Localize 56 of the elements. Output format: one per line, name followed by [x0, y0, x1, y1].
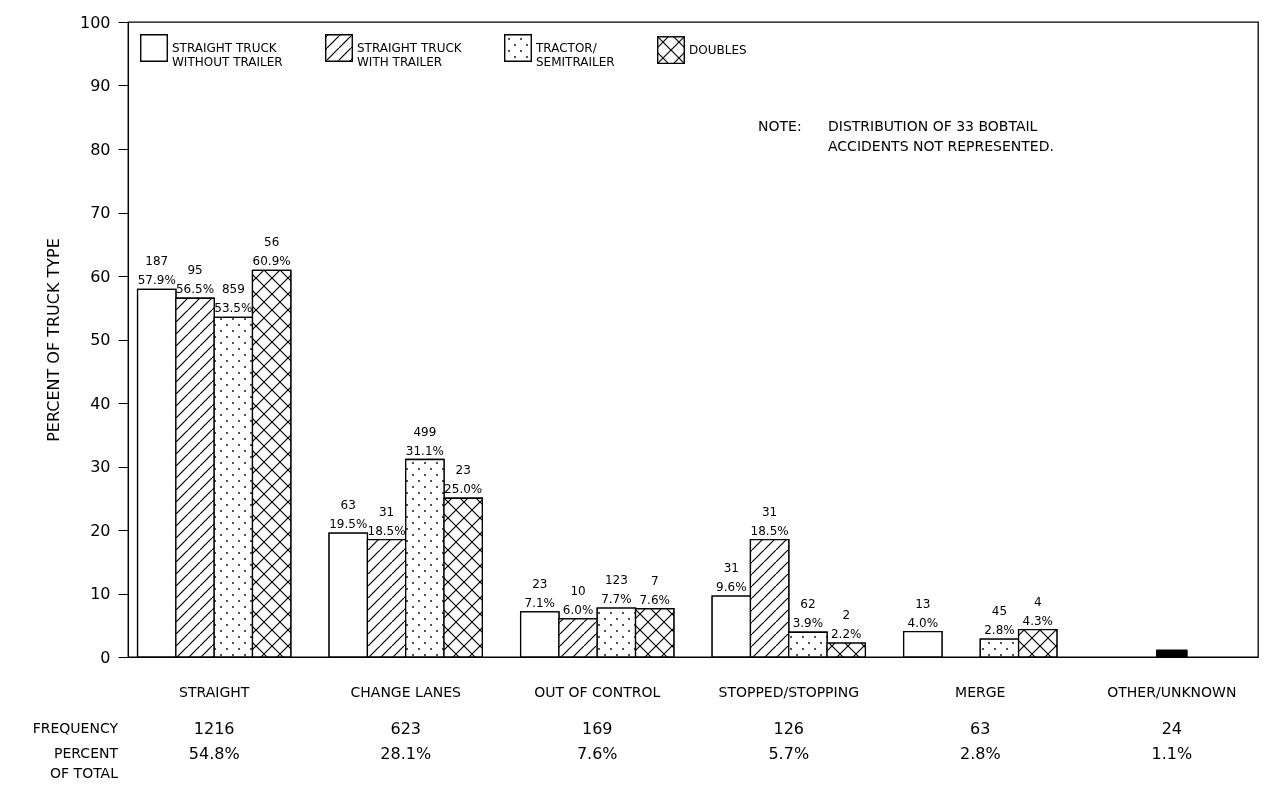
y-tick-label: 90: [90, 76, 111, 95]
y-tick-label: 30: [90, 457, 111, 476]
data-label: 23 7.1%: [524, 576, 556, 610]
legend-label: STRAIGHT TRUCK WITHOUT TRAILER: [172, 41, 283, 69]
text: 2.8%: [959, 744, 1001, 763]
y-tick-label: 100: [79, 12, 111, 32]
data-label: 2 2.2%: [830, 608, 862, 642]
x-tick-label: STOPPED/STOPPING: [718, 683, 859, 700]
data-label: 31 9.6%: [716, 561, 747, 595]
x-tick-label: OTHER/UNKNOWN: [1107, 683, 1237, 700]
text: 126: [773, 719, 805, 738]
data-label: 95 56.5%: [175, 263, 215, 297]
y-tick-label: 10: [90, 584, 111, 603]
text: 7.6%: [576, 744, 618, 763]
data-label: 31 18.5%: [367, 504, 406, 538]
text: 1.1%: [1151, 744, 1193, 763]
text: NOTE: DISTRIBUTION OF 33 BOBTAIL ACCIDENTS NOT REPRESENTED.: [758, 118, 1054, 154]
text: 623: [390, 719, 421, 738]
data-label: 859 53.5%: [214, 282, 253, 316]
data-label: 10 6.0%: [562, 583, 594, 617]
data-label: 123 7.7%: [601, 573, 632, 607]
text: 28.1%: [380, 744, 432, 763]
x-tick-label: MERGE: [955, 683, 1006, 700]
text: 1216: [193, 719, 235, 738]
text: FREQUENCY: [32, 720, 119, 736]
y-tick-label: 80: [90, 139, 111, 159]
text: 5.7%: [768, 744, 810, 763]
legend-label: STRAIGHT TRUCK WITH TRAILER: [357, 41, 463, 69]
data-label: 56 60.9%: [252, 235, 291, 269]
data-label: 7 7.6%: [639, 573, 670, 607]
data-label: 31 18.5%: [750, 504, 789, 538]
y-axis-title: PERCENT OF TRUCK TYPE: [43, 238, 63, 442]
data-label: 62 3.9%: [792, 597, 824, 631]
text: 24: [1161, 719, 1182, 738]
y-tick-label: 0: [100, 647, 111, 667]
data-label: 4 4.3%: [1022, 594, 1053, 628]
text: 54.8%: [188, 744, 240, 763]
data-label: 13 4.0%: [907, 596, 939, 630]
legend-label: DOUBLES: [689, 43, 747, 58]
y-tick-label: 70: [90, 203, 111, 222]
data-label: 23 25.0%: [444, 463, 483, 497]
data-label: 187 57.9%: [137, 254, 176, 288]
x-tick-label: STRAIGHT: [179, 683, 250, 700]
x-tick-label: OUT OF CONTROL: [534, 683, 661, 700]
data-label: 499 31.1%: [405, 424, 444, 458]
data-label: 45 2.8%: [984, 604, 1015, 638]
text: PERCENT OF TOTAL: [50, 745, 119, 781]
text: 169: [581, 719, 613, 738]
data-label: 63 19.5%: [329, 498, 368, 532]
x-tick-label: CHANGE LANES: [350, 683, 462, 700]
y-tick-label: 20: [90, 520, 111, 540]
y-tick-label: 40: [90, 393, 111, 413]
y-tick-label: 50: [90, 330, 111, 349]
legend-label: TRACTOR/ SEMITRAILER: [535, 41, 615, 69]
text: 63: [970, 719, 991, 738]
y-tick-label: 60: [90, 266, 111, 286]
